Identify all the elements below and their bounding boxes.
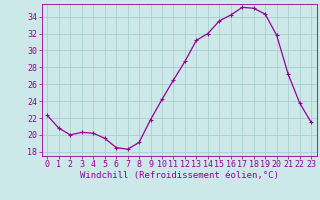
X-axis label: Windchill (Refroidissement éolien,°C): Windchill (Refroidissement éolien,°C) — [80, 171, 279, 180]
